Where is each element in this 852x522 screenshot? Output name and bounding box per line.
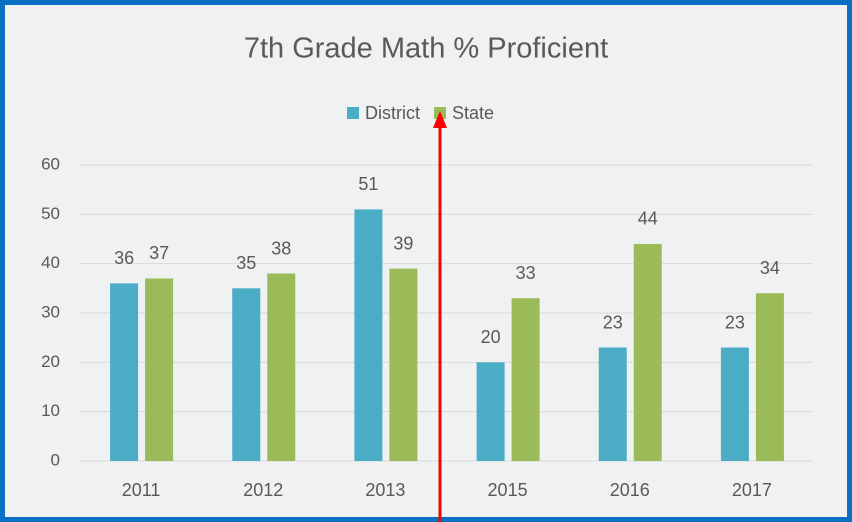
- x-tick-label: 2011: [122, 480, 161, 500]
- bar: [720, 347, 749, 461]
- chart-title: 7th Grade Math % Proficient: [244, 33, 608, 65]
- y-tick-label: 0: [51, 450, 60, 469]
- y-tick-label: 30: [41, 302, 60, 321]
- bar: [389, 268, 418, 461]
- data-label: 34: [760, 258, 780, 278]
- x-tick-label: 2017: [732, 480, 772, 500]
- y-tick-label: 10: [41, 401, 60, 420]
- data-label: 33: [516, 263, 536, 283]
- data-label: 20: [481, 327, 501, 347]
- x-tick-label: 2013: [365, 480, 405, 500]
- bar: [755, 293, 784, 461]
- x-tick-label: 2012: [243, 480, 283, 500]
- y-tick-label: 20: [41, 352, 60, 371]
- bar: [110, 283, 139, 461]
- data-label: 23: [725, 312, 745, 332]
- y-tick-label: 40: [41, 253, 60, 272]
- data-label: 23: [603, 312, 623, 332]
- x-tick-label: 2015: [488, 480, 528, 500]
- bar: [232, 288, 261, 461]
- bar: [511, 298, 540, 461]
- bar: [145, 278, 174, 461]
- bar: [633, 243, 662, 461]
- data-label: 36: [114, 248, 134, 268]
- data-label: 38: [271, 238, 291, 258]
- data-label: 37: [149, 243, 169, 263]
- legend: District State: [347, 103, 494, 123]
- legend-label: District: [365, 103, 420, 123]
- legend-swatch: [347, 107, 359, 119]
- data-label: 39: [393, 233, 413, 253]
- data-label: 51: [358, 174, 378, 194]
- y-tick-label: 50: [41, 204, 60, 223]
- legend-label: State: [452, 103, 494, 123]
- bar: [354, 209, 383, 461]
- plot-area: 0 10 20 30 40 50 60 District State 2011 36 37 2012 35…: [41, 103, 813, 500]
- arrow-head: [433, 111, 447, 128]
- annotation-arrow: [433, 111, 447, 522]
- y-tick-label: 60: [41, 154, 60, 173]
- bar: [598, 347, 627, 461]
- data-label: 44: [638, 209, 658, 229]
- x-tick-label: 2016: [610, 480, 650, 500]
- bar: [476, 362, 505, 461]
- data-label: 35: [236, 253, 256, 273]
- bar: [267, 273, 296, 461]
